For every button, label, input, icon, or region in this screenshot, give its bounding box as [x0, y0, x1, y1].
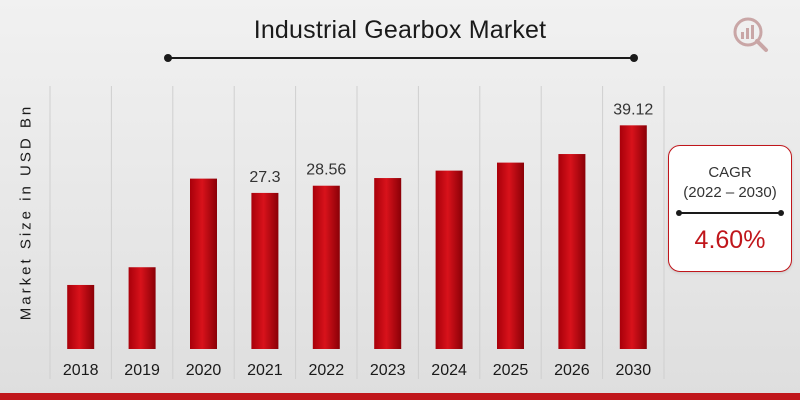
bar-2025 — [497, 162, 524, 349]
cagr-label: CAGR — [708, 164, 752, 181]
x-tick-label: 2026 — [554, 362, 590, 379]
x-tick-label: 2030 — [616, 362, 652, 379]
x-tick-label: 2019 — [124, 362, 160, 379]
data-label: 39.12 — [613, 101, 653, 118]
bar-2022 — [312, 185, 340, 349]
x-tick-label: 2020 — [186, 362, 222, 379]
bar-2023 — [374, 178, 402, 349]
x-tick-label: 2018 — [63, 362, 99, 379]
title-underline — [164, 54, 638, 62]
cagr-period: (2022 – 2030) — [683, 184, 777, 201]
bar-2018 — [67, 284, 95, 349]
cagr-divider — [676, 210, 784, 216]
bar-2030 — [619, 125, 647, 349]
bar-2021 — [251, 192, 279, 349]
cagr-callout: CAGR (2022 – 2030) 4.60% — [668, 145, 792, 272]
data-label: 28.56 — [306, 162, 346, 179]
bar-2026 — [558, 154, 586, 349]
cagr-value: 4.60% — [694, 226, 766, 254]
bottom-accent-bar — [0, 393, 800, 400]
x-tick-label: 2025 — [493, 362, 529, 379]
brand-logo-icon — [733, 17, 768, 52]
bar-2019 — [128, 267, 156, 349]
data-label: 27.3 — [249, 169, 280, 186]
x-tick-label: 2022 — [309, 362, 345, 379]
x-tick-label: 2024 — [431, 362, 467, 379]
x-tick-label: 2021 — [247, 362, 283, 379]
bar-2020 — [190, 178, 217, 349]
chart-title: Industrial Gearbox Market — [253, 16, 547, 44]
x-tick-label: 2023 — [370, 362, 406, 379]
bar-2024 — [435, 170, 463, 349]
